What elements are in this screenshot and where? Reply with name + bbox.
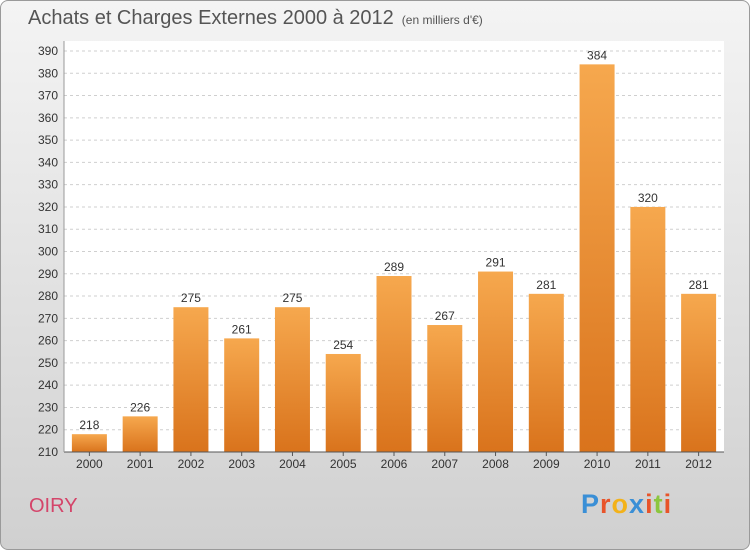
- y-tick-label: 230: [38, 400, 58, 414]
- data-label-2007: 267: [435, 309, 455, 323]
- data-label-2008: 291: [486, 256, 506, 270]
- data-label-2001: 226: [130, 400, 150, 414]
- logo-letter: r: [600, 489, 612, 519]
- bar-2000[interactable]: [71, 434, 107, 452]
- bar-2008[interactable]: [478, 271, 514, 452]
- x-tick-label-2010: 2010: [584, 457, 611, 471]
- logo-letter: i: [663, 489, 673, 519]
- logo-letter: i: [645, 489, 654, 519]
- bar-2003[interactable]: [224, 338, 260, 452]
- x-tick-label-2006: 2006: [381, 457, 408, 471]
- y-tick-label: 260: [38, 334, 58, 348]
- y-tick-label: 280: [38, 289, 58, 303]
- y-tick-label: 300: [38, 245, 58, 259]
- x-tick-label-2003: 2003: [228, 457, 255, 471]
- x-tick-label-2005: 2005: [330, 457, 357, 471]
- data-label-2006: 289: [384, 260, 404, 274]
- bar-2011[interactable]: [630, 206, 666, 452]
- data-label-2009: 281: [536, 278, 556, 292]
- commune-name: OIRY: [29, 495, 78, 517]
- bar-2006[interactable]: [376, 276, 412, 452]
- bar-2001[interactable]: [122, 416, 158, 452]
- x-tick-label-2008: 2008: [482, 457, 509, 471]
- y-tick-label: 250: [38, 356, 58, 370]
- data-label-2011: 320: [638, 191, 658, 205]
- y-tick-label: 340: [38, 155, 58, 169]
- x-tick-label-2002: 2002: [178, 457, 205, 471]
- bar-2007[interactable]: [427, 325, 463, 452]
- logo-letter: o: [611, 489, 630, 519]
- data-label-2005: 254: [333, 338, 353, 352]
- x-tick-label-2009: 2009: [533, 457, 560, 471]
- bar-2005[interactable]: [325, 353, 361, 452]
- x-tick-label-2007: 2007: [431, 457, 458, 471]
- logo-letter: x: [629, 489, 646, 519]
- proxiti-logo[interactable]: Proxiti: [581, 489, 672, 520]
- y-tick-label: 240: [38, 378, 58, 392]
- y-tick-label: 370: [38, 89, 58, 103]
- title-unit: (en milliers d'€): [401, 13, 483, 27]
- data-label-2004: 275: [282, 291, 302, 305]
- y-tick-label: 320: [38, 200, 58, 214]
- y-tick-label: 310: [38, 222, 58, 236]
- logo-letter: P: [581, 489, 601, 519]
- x-tick-label-2004: 2004: [279, 457, 306, 471]
- x-tick-label-2001: 2001: [127, 457, 154, 471]
- y-tick-label: 210: [38, 445, 58, 459]
- y-tick-label: 360: [38, 111, 58, 125]
- y-tick-label: 270: [38, 311, 58, 325]
- bar-2010[interactable]: [579, 64, 615, 452]
- data-label-2002: 275: [181, 291, 201, 305]
- chart-title: Achats et Charges Externes 2000 à 2012 (e…: [28, 7, 483, 30]
- x-tick-label-2011: 2011: [635, 457, 661, 471]
- y-tick-label: 380: [38, 66, 58, 80]
- bar-2012[interactable]: [681, 293, 717, 452]
- y-tick-label: 290: [38, 267, 58, 281]
- title-text: Achats et Charges Externes 2000 à 2012: [28, 7, 394, 29]
- bar-2004[interactable]: [274, 307, 310, 452]
- data-label-2003: 261: [232, 322, 252, 336]
- y-tick-label: 330: [38, 178, 58, 192]
- y-tick-label: 350: [38, 133, 58, 147]
- data-label-2010: 384: [587, 48, 607, 62]
- x-tick-label-2000: 2000: [76, 457, 103, 471]
- data-label-2000: 218: [79, 418, 99, 432]
- bar-2009[interactable]: [528, 293, 564, 452]
- bar-2002[interactable]: [173, 307, 209, 452]
- y-tick-label: 390: [38, 44, 58, 58]
- logo-letter: t: [653, 489, 664, 519]
- y-tick-label: 220: [38, 423, 58, 437]
- data-label-2012: 281: [689, 278, 709, 292]
- x-tick-label-2012: 2012: [685, 457, 712, 471]
